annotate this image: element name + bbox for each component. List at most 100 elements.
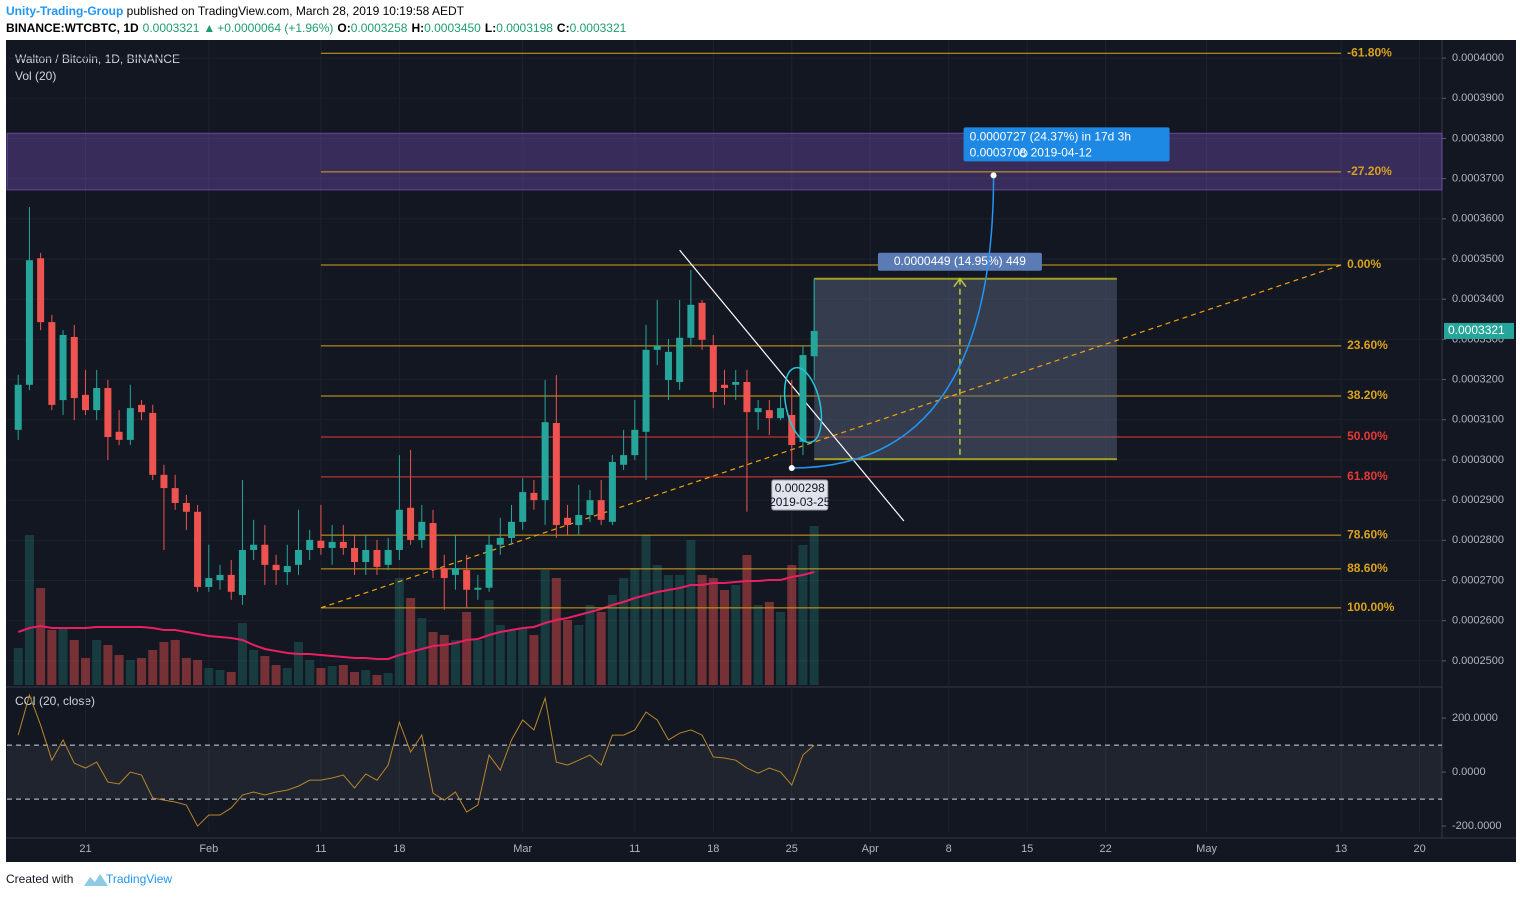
candle-body	[149, 412, 157, 475]
projection-start	[788, 464, 795, 471]
candle-body	[451, 568, 459, 575]
y-tick-label: 0.0003600	[1452, 213, 1504, 225]
header-line-2: BINANCE:WTCBTC, 1D 0.0003321 ▲ +0.0000064 (…	[6, 21, 627, 35]
volume-bar	[495, 625, 505, 685]
volume-title: Vol (20)	[15, 69, 56, 83]
candle-body	[440, 568, 448, 579]
x-tick-label: 11	[315, 843, 326, 855]
candle-body	[272, 564, 280, 571]
candle-body	[485, 544, 493, 588]
x-tick-label: 13	[1335, 843, 1347, 855]
candle-body	[351, 547, 359, 563]
volume-bar	[484, 600, 494, 685]
candle-body	[777, 408, 785, 419]
range-label: 0.0000449 (14.95%) 449	[894, 254, 1026, 268]
x-tick-label: 20	[1413, 843, 1425, 855]
volume-bar	[686, 540, 696, 685]
range-arrow	[953, 277, 967, 288]
o: 0.0003258	[351, 21, 408, 35]
volume-bar	[675, 575, 685, 685]
candle-body	[171, 488, 179, 503]
volume-bar	[237, 623, 247, 685]
candle-body	[227, 574, 235, 592]
volume-bar	[450, 640, 460, 685]
y-tick-label: 0.0004000	[1452, 52, 1504, 64]
fib-label: 23.60%	[1347, 338, 1388, 352]
volume-bar	[663, 575, 673, 685]
candle-body	[799, 355, 807, 442]
candle-body	[765, 410, 773, 419]
candle-body	[194, 511, 202, 587]
last-price: 0.0003321	[1448, 323, 1505, 337]
volume-bar	[619, 578, 629, 685]
volume-bar	[551, 578, 561, 685]
candle-body	[317, 540, 325, 548]
volume-bar	[114, 655, 124, 685]
cci-line	[17, 693, 815, 827]
price-scale	[1442, 40, 1516, 838]
candle-body	[283, 566, 291, 573]
volume-bar	[585, 605, 595, 685]
c: 0.0003321	[570, 21, 627, 35]
volume-bar	[58, 628, 68, 685]
author[interactable]: Unity-Trading-Group	[6, 4, 123, 18]
volume-bar	[103, 645, 113, 685]
volume-bar	[787, 565, 797, 685]
footer-brand[interactable]: TradingView	[106, 872, 172, 886]
candle-body	[653, 345, 661, 350]
volume-bar	[92, 640, 102, 685]
candle-body	[216, 574, 224, 581]
candle-body	[339, 541, 347, 548]
y-tick-label: 0.0003700	[1452, 173, 1504, 185]
volume-bar	[159, 642, 169, 685]
candle-body	[205, 578, 213, 587]
y-tick-label: 0.0002700	[1452, 574, 1504, 586]
volume-bar	[181, 658, 191, 685]
volume-bar	[361, 670, 371, 685]
candle-body	[575, 515, 583, 526]
tradingview-logo	[84, 874, 108, 886]
fib-label: 88.60%	[1347, 561, 1388, 575]
cci-tick-label: 200.0000	[1452, 712, 1498, 724]
candle-body	[160, 474, 168, 489]
published: published on TradingView.com, March 28, …	[123, 4, 464, 18]
candle-body	[676, 337, 684, 382]
candle-body	[810, 330, 818, 357]
candle-body	[507, 521, 515, 538]
x-tick-label: Mar	[513, 843, 532, 855]
candle-body	[463, 570, 471, 590]
fib-label: 50.00%	[1347, 429, 1388, 443]
candle-body	[70, 336, 78, 399]
chart-background	[6, 40, 1516, 862]
volume-bar	[563, 620, 573, 685]
volume-bar	[69, 640, 79, 685]
candle-body	[306, 539, 314, 550]
volume-bar	[204, 668, 214, 685]
volume-bar	[316, 668, 326, 685]
x-tick-label: 18	[393, 843, 405, 855]
volume-bar	[13, 648, 23, 685]
candle-body	[597, 500, 605, 520]
y-tick-label: 0.0002800	[1452, 534, 1504, 546]
volume-bar	[305, 660, 315, 685]
volume-bar	[764, 602, 774, 685]
candle-body	[384, 549, 392, 565]
cci-title: CCI (20, close)	[15, 694, 95, 708]
x-tick-label: 18	[707, 843, 719, 855]
volume-bar	[439, 635, 449, 685]
x-tick-label: 15	[1021, 843, 1033, 855]
volume-bar	[462, 612, 472, 685]
volume-bar	[293, 642, 303, 685]
y-tick-label: 0.0002900	[1452, 494, 1504, 506]
y-tick-label: 0.0003800	[1452, 132, 1504, 144]
candle-body	[698, 302, 706, 340]
c-label: C:	[557, 21, 570, 35]
volume-bar	[125, 660, 135, 685]
clock-icon	[1019, 149, 1028, 158]
candle-body	[519, 492, 527, 522]
fib-label: 38.20%	[1347, 388, 1388, 402]
volume-bar	[193, 660, 203, 685]
cci-tick-label: 0.0000	[1452, 766, 1486, 778]
